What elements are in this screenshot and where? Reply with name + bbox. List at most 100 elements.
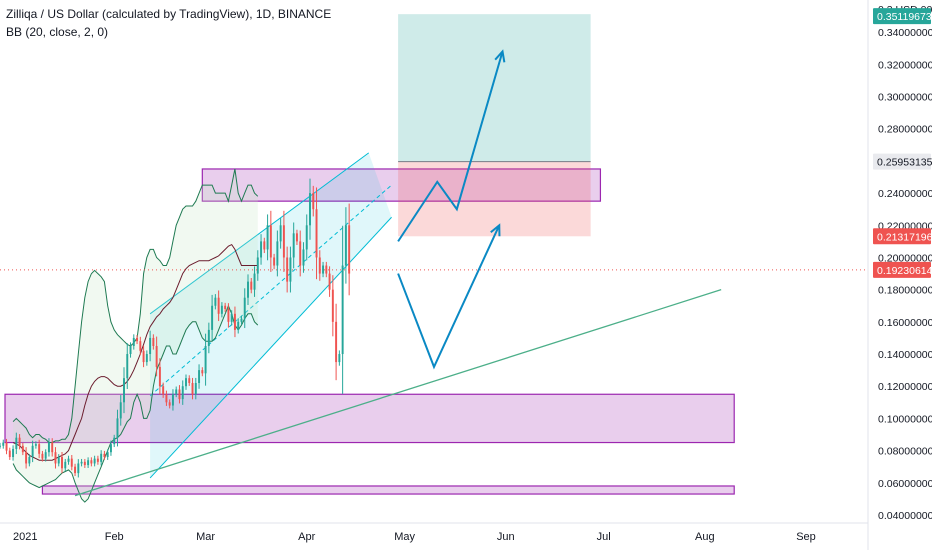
candle-body — [116, 418, 119, 438]
time-axis[interactable]: 2021 Feb Mar Apr May Jun Jul Aug Sep — [13, 531, 816, 543]
candle-body — [171, 394, 174, 406]
price-tag-label: 0.21317196 — [877, 231, 932, 243]
candle-body — [28, 457, 31, 464]
candle-body — [47, 442, 50, 453]
x-tick-label: Aug — [695, 531, 715, 543]
candle-body — [302, 249, 305, 266]
x-tick-label: Sep — [796, 531, 816, 543]
channel-upper-line[interactable] — [149, 152, 370, 315]
candle-body — [256, 257, 259, 274]
candle-body — [126, 354, 129, 379]
candle-body — [273, 257, 276, 266]
price-tag — [873, 228, 931, 245]
projection-arrows[interactable] — [397, 49, 506, 370]
candle-body — [198, 370, 201, 383]
y-tick-label: 0.10000000 — [878, 413, 932, 425]
price-tag-label: 0.25953135 — [877, 157, 932, 169]
candle-body — [57, 457, 60, 464]
candle-body — [263, 241, 266, 250]
candle-body — [237, 321, 240, 330]
candle-body — [348, 225, 351, 274]
candle-body — [18, 437, 21, 446]
y-tick-label: 0.06000000 — [878, 478, 932, 490]
candle-body — [325, 265, 328, 274]
candle-body — [8, 450, 11, 458]
target-area[interactable] — [398, 14, 591, 162]
resistance-zones[interactable] — [4, 168, 735, 495]
candle-body — [123, 378, 125, 403]
candle-body — [312, 193, 315, 210]
x-tick-label: Feb — [105, 531, 124, 543]
candle-body — [25, 452, 28, 464]
ascending-channel[interactable] — [149, 152, 392, 479]
candle-body — [318, 257, 321, 274]
candle-body — [41, 453, 44, 459]
y-tick-label: 0.34000000 — [878, 27, 932, 39]
candle-body — [51, 442, 54, 453]
candle-body — [96, 458, 99, 462]
candle-body — [279, 225, 282, 242]
candle-body — [2, 442, 5, 446]
candle-body — [139, 341, 142, 351]
candle-body — [250, 281, 253, 290]
bollinger-bands — [12, 168, 259, 503]
candle-body — [136, 337, 139, 342]
candle-body — [185, 378, 187, 387]
candle-body — [15, 437, 18, 449]
y-tick-label: 0.28000000 — [878, 124, 932, 136]
candle-body — [191, 382, 194, 395]
channel-fill[interactable] — [150, 152, 392, 478]
candle-body — [152, 337, 155, 346]
projection-arrow[interactable] — [397, 51, 504, 242]
candle-body — [5, 442, 8, 451]
x-tick-label: Jun — [497, 531, 515, 543]
stop-area[interactable] — [398, 161, 591, 237]
price-tag-label: 0.35119673 — [877, 11, 932, 23]
candle-body — [155, 345, 158, 367]
candles — [0, 178, 351, 478]
candle-body — [266, 225, 269, 250]
candle-body — [201, 370, 204, 374]
candle-body — [269, 225, 272, 258]
candle-body — [162, 386, 165, 395]
candle-body — [233, 313, 236, 330]
y-tick-label: 0.32000000 — [878, 59, 932, 71]
candle-body — [305, 225, 308, 250]
price-tag-label: 0.19230614 — [877, 265, 932, 277]
price-axis-bg[interactable] — [869, 0, 932, 523]
y-tick-label: 0.12000000 — [878, 381, 932, 393]
x-tick-label: May — [394, 531, 415, 543]
candle-body — [31, 445, 34, 458]
resistance-zone[interactable] — [41, 485, 735, 495]
long-position-tool[interactable] — [398, 14, 591, 237]
channel-lower-line[interactable] — [149, 216, 392, 479]
candle-body — [322, 265, 325, 274]
candle-body — [175, 389, 178, 395]
support-trendline[interactable] — [74, 289, 722, 497]
candle-body — [109, 444, 112, 453]
candle-body — [80, 461, 83, 464]
candle-body — [165, 394, 168, 403]
candle-body — [315, 209, 318, 258]
x-tick-label: Apr — [298, 531, 315, 543]
price-tag — [873, 261, 931, 278]
resistance-zone[interactable] — [201, 168, 602, 202]
projection-arrow[interactable] — [397, 224, 501, 370]
candle-body — [44, 452, 47, 459]
trendline[interactable] — [74, 289, 722, 497]
candle-body — [12, 448, 15, 458]
arrow-head — [490, 223, 501, 237]
resistance-zone[interactable] — [4, 393, 735, 444]
candle-body — [106, 452, 109, 458]
candle-body — [132, 337, 135, 346]
candle-body — [328, 273, 331, 290]
candle-body — [309, 193, 311, 226]
candle-body — [227, 308, 230, 322]
price-axis[interactable]: 0.04000000 0.06000000 0.08000000 0.10000000… — [869, 0, 932, 523]
candle-body — [77, 463, 80, 474]
price-tag — [873, 8, 931, 25]
symbol-title: Zilliqa / US Dollar (calculated by Tradi… — [6, 7, 332, 21]
